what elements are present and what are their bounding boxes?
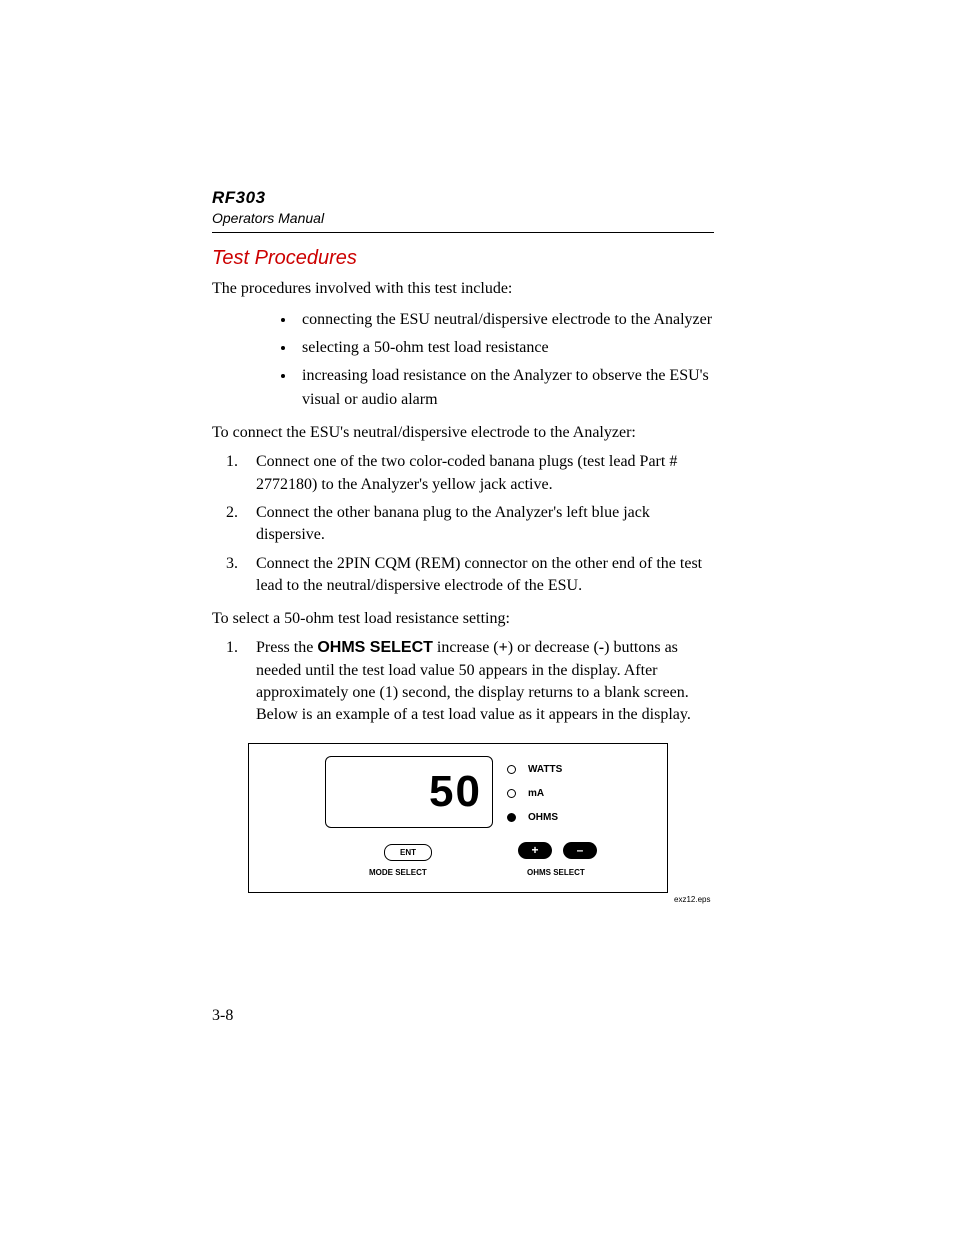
ohms-label: OHMS <box>528 812 558 823</box>
figure-caption: exz12.eps <box>674 895 710 904</box>
connect-intro: To connect the ESU's neutral/dispersive … <box>212 422 714 444</box>
ent-button[interactable]: ENT <box>384 844 432 861</box>
watts-label: WATTS <box>528 764 562 775</box>
step-text: ) or decrease ( <box>508 639 599 656</box>
watts-indicator-icon <box>507 765 516 774</box>
bullet-list: connecting the ESU neutral/dispersive el… <box>212 308 714 412</box>
indicator-row: mA <box>507 782 562 806</box>
ma-indicator-icon <box>507 789 516 798</box>
page: RF303 Operators Manual Test Procedures T… <box>0 0 954 1235</box>
header-subtitle: Operators Manual <box>212 210 714 226</box>
header-rule <box>212 232 714 233</box>
page-number: 3-8 <box>212 1007 233 1025</box>
ohms-increase-button[interactable]: + <box>518 842 552 859</box>
indicator-group: WATTS mA OHMS <box>507 758 562 830</box>
lcd-value: 50 <box>429 770 482 814</box>
list-item: Press the OHMS SELECT increase (+) or de… <box>242 637 714 727</box>
indicator-row: WATTS <box>507 758 562 782</box>
intro-text: The procedures involved with this test i… <box>212 278 714 300</box>
step-text: Press the <box>256 639 317 656</box>
ohms-decrease-button[interactable]: – <box>563 842 597 859</box>
select-intro: To select a 50-ohm test load resistance … <box>212 608 714 630</box>
ma-label: mA <box>528 788 544 799</box>
list-item: increasing load resistance on the Analyz… <box>296 364 714 412</box>
ohms-select-label: OHMS SELECT <box>527 868 585 877</box>
step-text: increase ( <box>433 639 499 656</box>
list-item: Connect the 2PIN CQM (REM) connector on … <box>242 553 714 598</box>
select-steps: Press the OHMS SELECT increase (+) or de… <box>212 637 714 727</box>
list-item: connecting the ESU neutral/dispersive el… <box>296 308 714 332</box>
plus-symbol: + <box>499 639 508 656</box>
mode-select-label: MODE SELECT <box>369 868 427 877</box>
indicator-row: OHMS <box>507 806 562 830</box>
ohms-select-bold: OHMS SELECT <box>317 639 433 656</box>
panel-outline: 50 WATTS mA OHMS ENT MODE SELECT + <box>248 743 668 893</box>
display-figure: 50 WATTS mA OHMS ENT MODE SELECT + <box>248 743 714 893</box>
list-item: selecting a 50-ohm test load resistance <box>296 336 714 360</box>
header-model: RF303 <box>212 188 714 208</box>
connect-steps: Connect one of the two color-coded banan… <box>212 451 714 597</box>
list-item: Connect the other banana plug to the Ana… <box>242 502 714 547</box>
lcd-display: 50 <box>325 756 493 828</box>
section-title: Test Procedures <box>212 247 714 270</box>
ohms-indicator-icon <box>507 813 516 822</box>
list-item: Connect one of the two color-coded banan… <box>242 451 714 496</box>
